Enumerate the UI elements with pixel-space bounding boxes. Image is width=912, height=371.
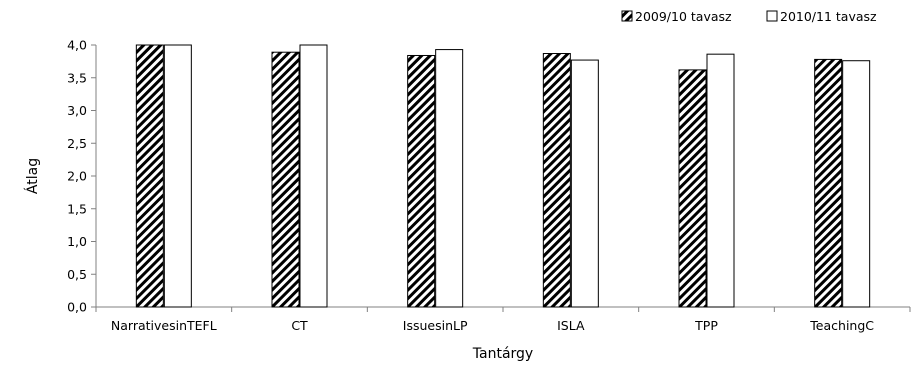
x-tick-label: TPP: [694, 318, 718, 333]
x-tick-label: TeachingC: [809, 318, 874, 333]
x-tick-label: NarrativesinTEFL: [111, 318, 217, 333]
bar-2010-11-narrativesintefl: [163, 44, 192, 308]
bar-2009-10-teachingc: [814, 58, 843, 308]
legend: 2009/10 tavasz 2010/11 tavasz: [621, 9, 877, 24]
y-tick-label: 3,5: [67, 70, 87, 85]
x-tick-label: ISLA: [557, 318, 585, 333]
bar-2010-11-ct: [299, 44, 328, 308]
y-tick-label: 0,0: [67, 300, 87, 315]
x-tick-label: IssuesinLP: [403, 318, 468, 333]
bar-2010-11-issuesinlp: [435, 49, 464, 308]
y-tick-label: 2,5: [67, 136, 87, 151]
y-tick-label: 0,5: [67, 267, 87, 282]
y-tick-label: 4,0: [67, 38, 87, 53]
legend-label-2010-11: 2010/11 tavasz: [780, 9, 877, 24]
y-axis: 0,0 0,5 1,0 1,5 2,0 2,5 3,0 3,5 4,0: [67, 38, 97, 315]
bar-2009-10-isla: [542, 53, 571, 308]
bar-2009-10-ct: [271, 51, 300, 308]
bar-2010-11-isla: [570, 59, 599, 308]
legend-label-2009-10: 2009/10 tavasz: [635, 9, 732, 24]
x-axis-title: Tantárgy: [472, 346, 533, 362]
x-tick-label: CT: [291, 318, 308, 333]
y-tick-label: 1,0: [67, 234, 87, 249]
y-axis-title: Átlag: [24, 158, 41, 194]
y-tick-label: 1,5: [67, 201, 87, 216]
legend-swatch-2009-10: [621, 10, 633, 22]
bar-2009-10-narrativesintefl: [135, 44, 164, 308]
legend-swatch-2010-11: [766, 10, 778, 22]
bar-2009-10-issuesinlp: [407, 54, 436, 308]
bars: [135, 44, 871, 308]
bar-2010-11-teachingc: [842, 60, 871, 308]
y-tick-label: 2,0: [67, 169, 87, 184]
y-tick-label: 3,0: [67, 103, 87, 118]
bar-2009-10-tpp: [678, 69, 707, 308]
bar-2010-11-tpp: [706, 53, 735, 308]
x-axis: NarrativesinTEFL CT IssuesinLP ISLA TPP Teach…: [95, 306, 911, 333]
